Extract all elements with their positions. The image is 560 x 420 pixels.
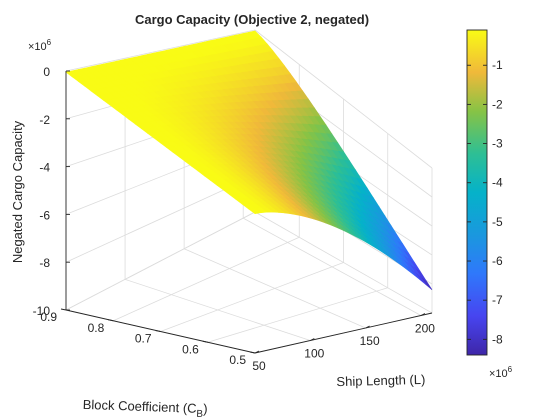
y-tick-label: 0.5 [229, 353, 246, 367]
x-tick-mark [254, 350, 260, 354]
x-tick-label: 50 [252, 359, 266, 373]
z-exponent-label: ×106 [28, 38, 52, 53]
chart-title: Cargo Capacity (Objective 2, negated) [135, 12, 369, 27]
x-tick-label: 100 [304, 347, 324, 361]
z-axis-label: Negated Cargo Capacity [10, 120, 25, 263]
floor-gridline-y [207, 287, 388, 343]
colorbar-tick-label: -2 [492, 97, 503, 111]
x-tick-label: 150 [360, 334, 380, 348]
floor-gridline-y [113, 236, 300, 322]
x-axis-label: Ship Length (L) [336, 372, 425, 389]
y-axis-label: Block Coefficient (CB) [82, 397, 208, 420]
right-gridline-z [254, 211, 433, 314]
z-tick-label: -8 [39, 256, 50, 270]
back-gridline-z [65, 211, 256, 311]
x-tick-mark [420, 313, 426, 316]
colorbar-tick-label: -3 [492, 137, 503, 151]
y-tick-mark [60, 308, 67, 311]
y-tick-label: 0.7 [135, 332, 152, 346]
x-tick-mark [365, 325, 370, 329]
cargo-surface [65, 30, 433, 291]
x-tick-label: 200 [415, 322, 435, 336]
z-tick-label: -6 [39, 208, 50, 222]
z-tick-label: -4 [39, 161, 50, 175]
y-tick-label: 0.6 [182, 342, 199, 356]
x-axis-line [254, 312, 433, 354]
colorbar-tick-label: -6 [492, 254, 503, 268]
y-tick-mark [155, 330, 161, 332]
z-tick-label: 0 [43, 65, 50, 79]
colorbar-tick-label: -1 [492, 58, 503, 72]
y-tick-mark [249, 351, 256, 354]
floor-gridline-y [160, 262, 344, 332]
colorbar-tick-label: -4 [492, 176, 503, 190]
back-gridline-z [65, 29, 256, 72]
z-tick-label: -2 [39, 113, 50, 127]
x-tick-mark [310, 338, 315, 341]
colorbar-tick-label: -8 [492, 332, 503, 346]
colorbar-ticks: -1 -2 -3 -4 -5 -6 -7 -8 [467, 58, 503, 346]
colorbar-exponent-label: ×106 [489, 365, 513, 380]
y-tick-label: 0.9 [40, 310, 57, 324]
colorbar [466, 29, 488, 356]
y-tick-label: 0.8 [88, 321, 105, 335]
y-tick-mark [108, 319, 114, 322]
y-tick-mark [202, 340, 208, 343]
colorbar-tick-label: -7 [492, 293, 503, 307]
z-tick-label: -10 [33, 304, 51, 318]
axes-ticks: 50 100 150 200 0.5 0.6 0.7 0.8 0.9 0 -2 -4 -6 -8 -10 [33, 65, 436, 373]
surface-patch [65, 70, 80, 78]
right-gridline-z [254, 29, 433, 169]
colorbar-tick-label: -5 [492, 215, 503, 229]
